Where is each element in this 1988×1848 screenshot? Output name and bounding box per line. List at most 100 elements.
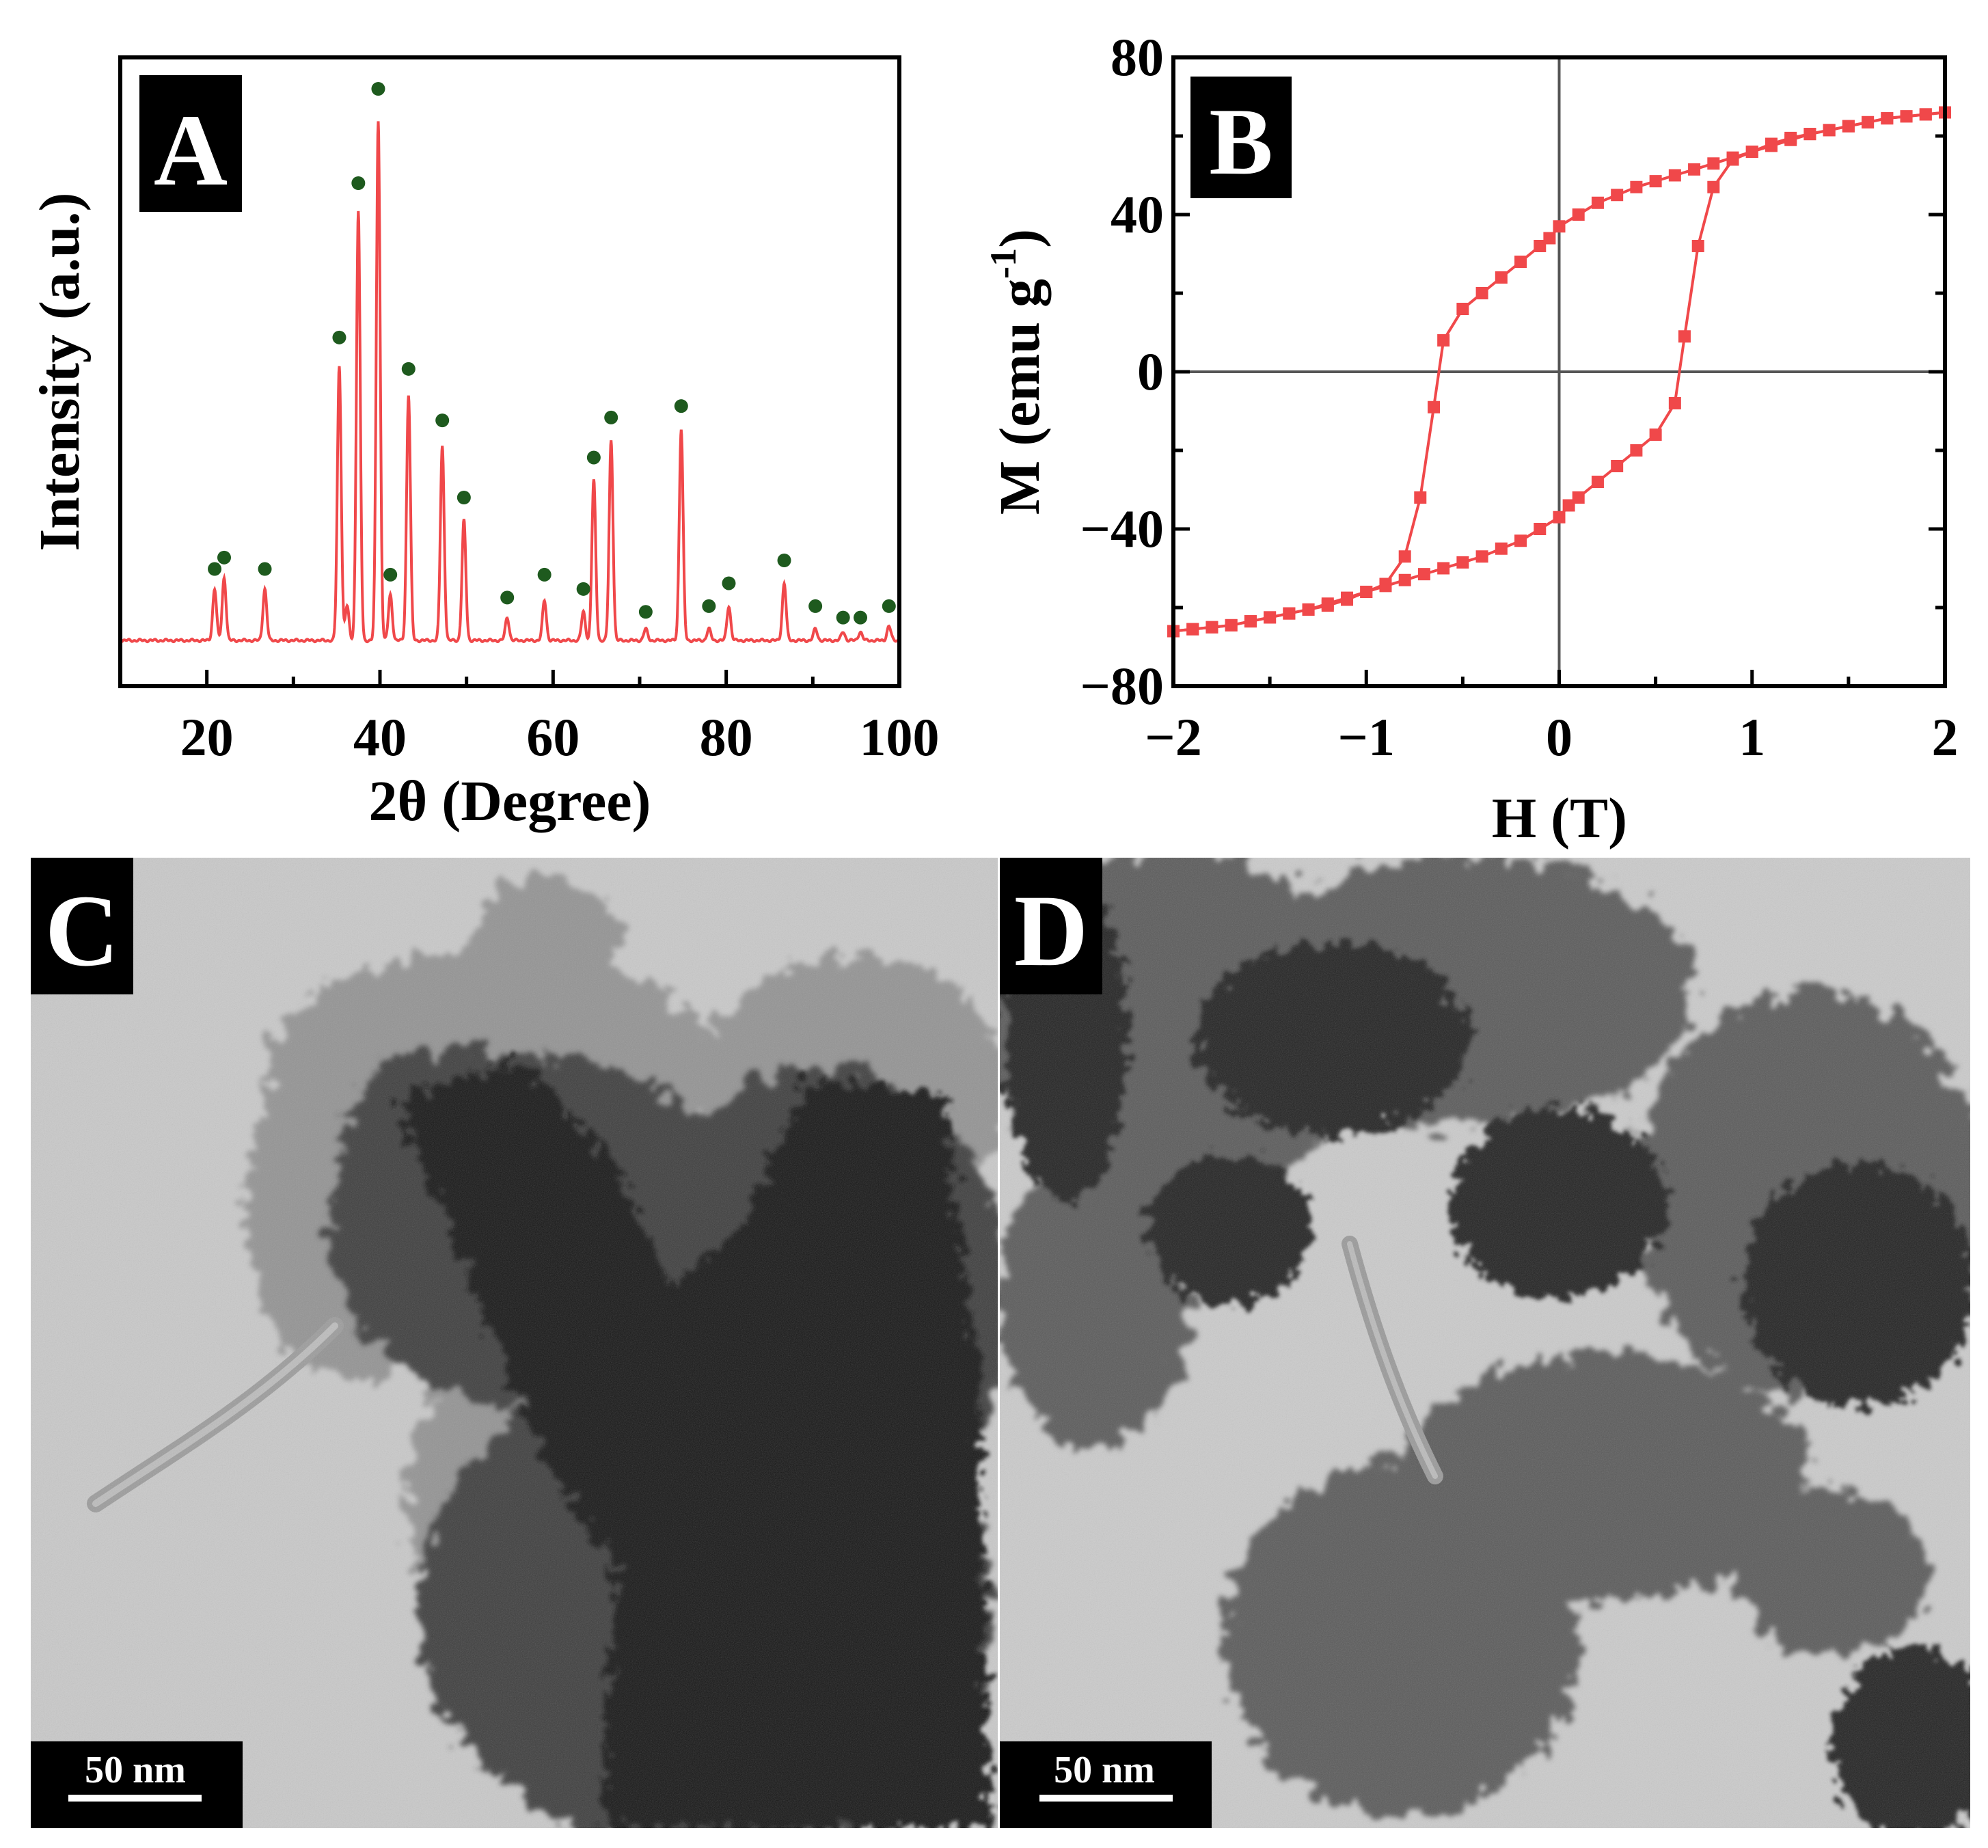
- xrd-peak-marker: [217, 550, 231, 565]
- panel-c-label: C: [45, 874, 119, 988]
- hysteresis-y-tick-label: −80: [1080, 656, 1164, 716]
- hysteresis-point: [1341, 591, 1354, 604]
- xrd-peak-marker: [208, 562, 222, 576]
- hysteresis-point: [1572, 491, 1585, 504]
- hysteresis-point: [1514, 256, 1527, 268]
- panel-b-label-box: [1190, 77, 1292, 198]
- xrd-plot-area: [119, 82, 901, 644]
- panel-d-scalebar-line: [1039, 1795, 1173, 1802]
- xrd-peak-marker: [586, 450, 601, 465]
- hysteresis-point: [1264, 611, 1277, 624]
- hysteresis-point: [1572, 208, 1585, 221]
- panel-a-label-box: [139, 75, 242, 212]
- hysteresis-point: [1244, 615, 1257, 628]
- hysteresis-y-tick-label: −40: [1080, 499, 1164, 558]
- panel-a-xrd-chart: 20 40 60 80 100 2θ (Degree) Intensity (a.u.)…: [28, 55, 940, 833]
- hysteresis-y-tick-label: 0: [1137, 342, 1164, 401]
- xrd-x-tick-label: 80: [700, 707, 753, 767]
- hysteresis-point: [1611, 189, 1624, 202]
- hysteresis-point: [1398, 550, 1411, 563]
- xrd-x-tick-label: 100: [860, 707, 940, 767]
- hysteresis-point: [1591, 476, 1604, 488]
- hysteresis-point: [1611, 460, 1624, 472]
- hysteresis-point: [1803, 128, 1816, 141]
- hysteresis-point: [1823, 124, 1836, 137]
- hysteresis-point: [1862, 116, 1875, 128]
- panel-d-label-box: [1000, 858, 1102, 994]
- hysteresis-point: [1707, 180, 1720, 193]
- xrd-peak-marker: [500, 590, 515, 605]
- panel-c-scalebar-line: [68, 1795, 202, 1802]
- hysteresis-point: [1881, 112, 1894, 125]
- hysteresis-ticks: [1171, 55, 1947, 688]
- panel-d-label: D: [1014, 874, 1088, 988]
- xrd-peak-marker: [371, 82, 385, 96]
- hysteresis-point: [1765, 137, 1778, 150]
- hysteresis-point: [1707, 157, 1720, 170]
- xrd-peak-marker: [258, 562, 272, 576]
- panel-c-tem-image: C 50 nm: [31, 858, 998, 1828]
- hysteresis-point: [1456, 303, 1469, 315]
- hysteresis-point: [1417, 568, 1430, 581]
- hysteresis-point: [1456, 556, 1469, 569]
- y-label-main: M (emu g: [988, 279, 1052, 515]
- xrd-peak-marker: [383, 567, 398, 582]
- hysteresis-zero-lines: [1173, 57, 1945, 686]
- hysteresis-point: [1398, 573, 1411, 586]
- hysteresis-point: [1414, 491, 1427, 504]
- xrd-x-ticks: [118, 670, 901, 686]
- hysteresis-point: [1900, 110, 1913, 123]
- hysteresis-x-tick-label: 0: [1546, 707, 1572, 767]
- hysteresis-point: [1553, 220, 1566, 233]
- hysteresis-point: [1919, 108, 1932, 121]
- xrd-peak-marker: [576, 582, 590, 596]
- panel-d-scalebar-box: [1000, 1741, 1212, 1828]
- hysteresis-point: [1186, 623, 1199, 636]
- hysteresis-x-tick-label: 1: [1739, 707, 1765, 767]
- xrd-peak-marker: [604, 410, 618, 424]
- xrd-y-axis-label: Intensity (a.u.): [28, 192, 92, 551]
- hysteresis-point: [1649, 175, 1662, 188]
- hysteresis-x-tick-label: −1: [1338, 707, 1395, 767]
- xrd-x-tick-labels: 20 40 60 80 100: [180, 707, 940, 767]
- hysteresis-point: [1428, 400, 1441, 413]
- xrd-x-tick-label: 60: [526, 707, 580, 767]
- hysteresis-x-axis-label: H (T): [1492, 787, 1627, 850]
- hysteresis-y-tick-label: 40: [1111, 185, 1164, 244]
- hysteresis-tick-labels: −2 −1 0 1 2 −80 −40 0 40 80: [1080, 27, 1959, 767]
- hysteresis-plot-area: [1167, 106, 1951, 638]
- hysteresis-point: [1437, 562, 1450, 575]
- xrd-peak-marker: [777, 554, 791, 567]
- panel-d-tem-image: D 50 nm: [1000, 858, 1970, 1828]
- hysteresis-point: [1688, 163, 1701, 176]
- panel-c-scalebar-label: 50 nm: [85, 1749, 186, 1791]
- xrd-peak-marker: [808, 599, 823, 613]
- hysteresis-point: [1649, 429, 1662, 441]
- y-label-superscript: -1: [983, 248, 1024, 279]
- hysteresis-point: [1591, 196, 1604, 209]
- hysteresis-point: [1553, 511, 1566, 524]
- xrd-peak-marker: [702, 599, 716, 613]
- hysteresis-point: [1379, 580, 1392, 593]
- xrd-peak-marker: [836, 610, 850, 625]
- hysteresis-point: [1534, 523, 1547, 535]
- xrd-peak-marker: [332, 330, 346, 344]
- xrd-peak-marker: [351, 176, 366, 190]
- xrd-peak-marker: [638, 605, 653, 619]
- hysteresis-point: [1726, 153, 1739, 166]
- xrd-peak-marker: [882, 599, 896, 613]
- panel-d-scalebar-label: 50 nm: [1054, 1749, 1155, 1791]
- hysteresis-point: [1302, 603, 1315, 616]
- y-label-suffix: ): [988, 229, 1052, 248]
- xrd-peak-marker: [722, 576, 736, 590]
- hysteresis-point: [1225, 619, 1238, 631]
- hysteresis-point: [1745, 146, 1758, 158]
- hysteresis-point: [1534, 240, 1547, 252]
- hysteresis-point: [1321, 597, 1334, 610]
- tem-c-micrograph: [31, 858, 998, 1828]
- xrd-spectrum-line: [119, 121, 901, 644]
- xrd-x-axis-label: 2θ (Degree): [368, 770, 651, 833]
- hysteresis-point: [1543, 232, 1556, 245]
- panel-a-label: A: [154, 94, 228, 207]
